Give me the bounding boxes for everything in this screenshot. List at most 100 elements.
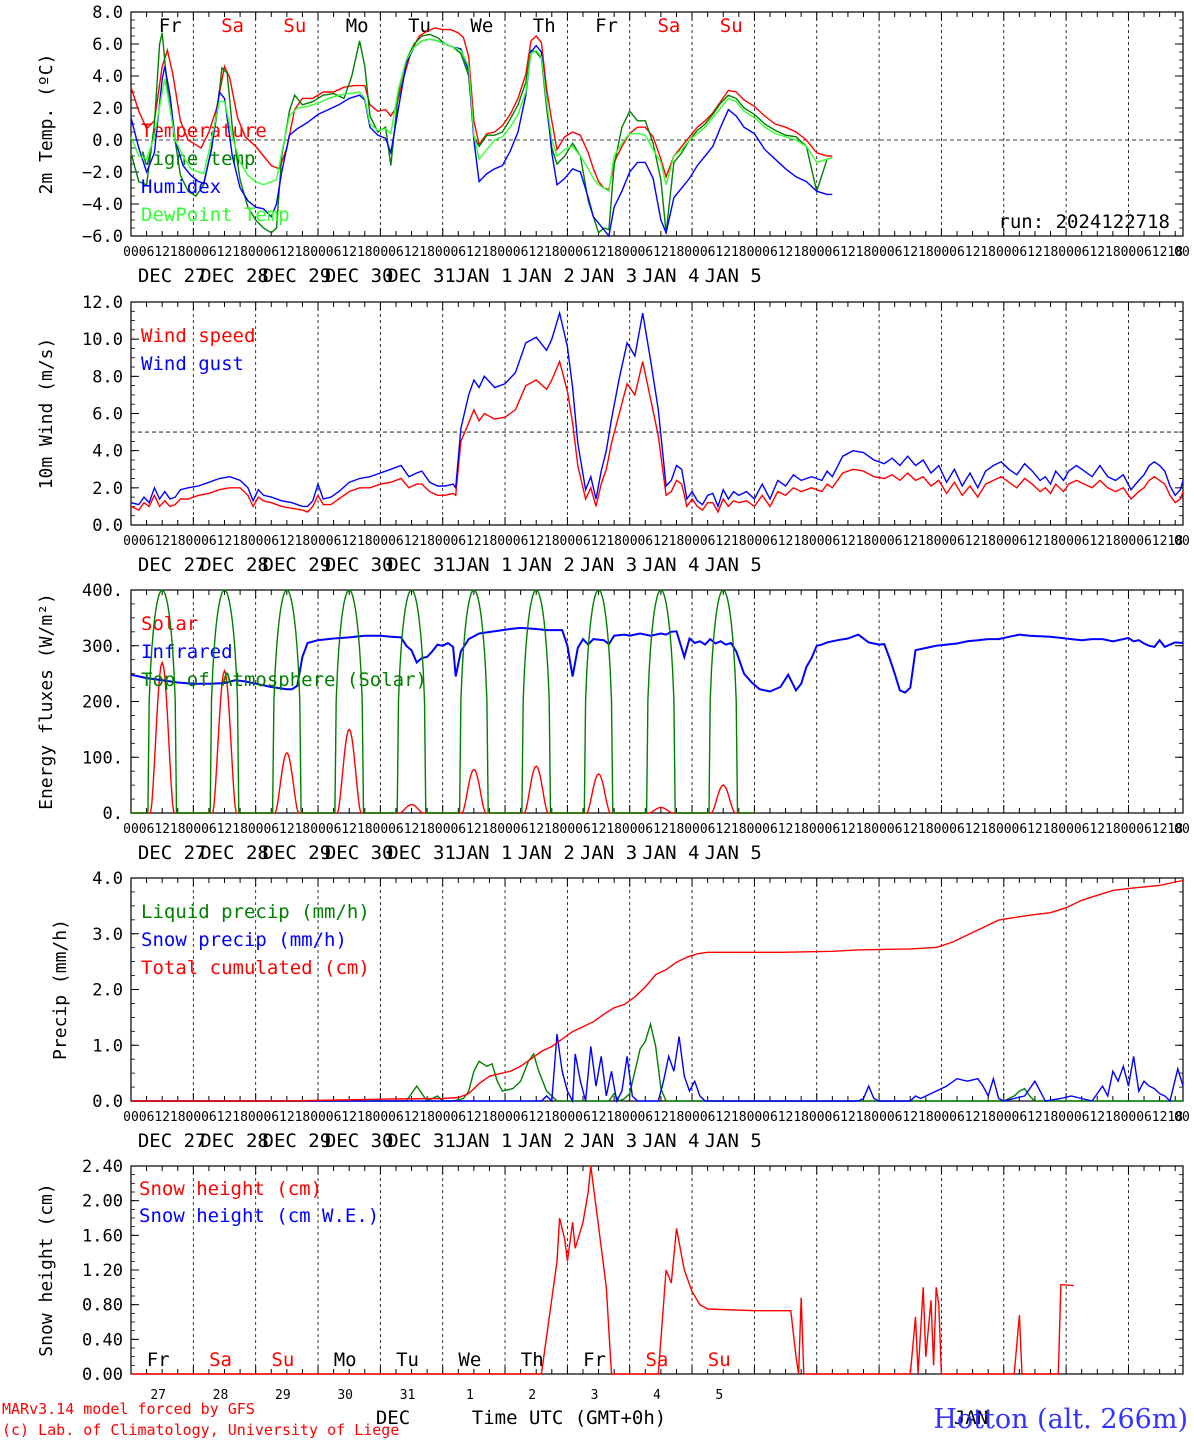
energy-hour-tick-label: 18	[1167, 822, 1183, 837]
wind-hour-tick-label: 18	[980, 534, 996, 549]
energy-y-tick-label: 300.	[82, 637, 123, 657]
precip-hour-tick-label: 00	[186, 1110, 202, 1125]
wind-hour-tick-label: 00	[996, 534, 1012, 549]
wind-hour-tick-label: 18	[856, 534, 872, 549]
temperature-hour-tick-label: 12	[1027, 245, 1043, 260]
wind-hour-tick-label: 00	[1121, 534, 1137, 549]
day-name-label: Sa	[657, 15, 680, 37]
precip-hour-tick-label: 12	[466, 1110, 482, 1125]
wind-hour-tick-label: 12	[341, 534, 357, 549]
temperature-hour-tick-label: 18	[856, 245, 872, 260]
energy-hour-tick-label: 12	[466, 822, 482, 837]
station-label: Hotton (alt. 266m)	[933, 1404, 1188, 1435]
precip-series-line	[131, 1034, 1184, 1104]
energy-hour-tick-label: 00	[622, 822, 638, 837]
temperature-hour-tick-label: 00	[1121, 245, 1137, 260]
precip-hour-tick-label: 12	[902, 1110, 918, 1125]
credit-text: (c) Lab. of Climatology, University of L…	[2, 1421, 399, 1439]
energy-hour-tick-label: 18	[918, 822, 934, 837]
precip-hour-tick-label: 18	[793, 1110, 809, 1125]
temperature-hour-tick-label: 18	[170, 245, 186, 260]
bottom-day-name: Su	[708, 1349, 731, 1371]
snow-y-tick-label: 2.40	[82, 1157, 123, 1177]
wind-hour-tick-label: 12	[653, 534, 669, 549]
precip-hour-tick-label: 00	[435, 1110, 451, 1125]
precip-y-tick-label: 4.0	[92, 869, 123, 889]
precip-hour-tick-label: 18	[232, 1110, 248, 1125]
temperature-hour-tick-label: 00	[1058, 245, 1074, 260]
energy-hour-tick-label: 18	[980, 822, 996, 837]
precip-hour-tick-label: 06	[450, 1110, 466, 1125]
energy-hour-tick-label: 18	[544, 822, 560, 837]
day-name-label: Fr	[595, 15, 618, 37]
temperature-hour-tick-label: 18	[232, 245, 248, 260]
energy-hour-tick-label: 12	[154, 822, 170, 837]
bottom-day-number: 28	[213, 1388, 229, 1403]
bottom-day-name: Sa	[645, 1349, 668, 1371]
precip-hour-tick-label: 00	[560, 1110, 576, 1125]
energy-y-tick-label: 0.	[103, 804, 123, 824]
energy-y-tick-label: 100.	[82, 748, 123, 768]
precip-hour-tick-label: 06	[575, 1110, 591, 1125]
temperature-hour-tick-label: 12	[279, 245, 295, 260]
wind-hour-tick-label: 18	[918, 534, 934, 549]
energy-hour-tick-label: 12	[528, 822, 544, 837]
precip-hour-tick-label: 12	[591, 1110, 607, 1125]
temperature-series-line	[130, 27, 833, 191]
precip-hour-tick-label: 18	[357, 1110, 373, 1125]
energy-hour-tick-label: 18	[1043, 822, 1059, 837]
precip-hour-tick-label: 12	[404, 1110, 420, 1125]
temperature-hour-tick-label: 12	[840, 245, 856, 260]
temperature-hour-tick-label: 12	[154, 245, 170, 260]
bottom-day-name: Tu	[396, 1349, 419, 1371]
energy-hour-tick-label: 00	[1121, 822, 1137, 837]
wind-hour-tick-label: 12	[591, 534, 607, 549]
temperature-hour-tick-label: 00	[373, 245, 389, 260]
energy-hour-tick-label: 18	[357, 822, 373, 837]
precip-hour-tick-label: 12	[840, 1110, 856, 1125]
energy-legend-entry: Infrared	[141, 641, 233, 663]
wind-hour-tick-label: 00	[684, 534, 700, 549]
wind-hour-tick-label: 12	[1089, 534, 1105, 549]
temperature-date-label: DEC 27	[138, 265, 207, 287]
precip-hour-tick-label: 06	[513, 1110, 529, 1125]
bottom-day-number: 2	[528, 1388, 536, 1403]
energy-hour-tick-label: 12	[1152, 822, 1168, 837]
wind-hour-tick-label: 12	[1027, 534, 1043, 549]
temperature-hour-tick-label: 18	[1167, 245, 1183, 260]
wind-y-tick-label: 10.0	[82, 330, 123, 350]
bottom-day-name: Fr	[147, 1349, 170, 1371]
energy-hour-tick-label: 18	[793, 822, 809, 837]
temperature-y-tick-label: −4.0	[82, 195, 123, 215]
temperature-legend-entry: DewPoint Temp	[141, 204, 290, 226]
wind-legend-entry: Wind speed	[141, 325, 255, 347]
temperature-date-label: JAN 3	[580, 265, 637, 287]
wind-hour-tick-label: 00	[123, 534, 139, 549]
temperature-hour-tick-label: 12	[528, 245, 544, 260]
wind-y-tick-label: 6.0	[92, 405, 123, 425]
wind-hour-tick-label: 00	[310, 534, 326, 549]
precip-date-label: DEC 30	[325, 1130, 394, 1152]
energy-hour-tick-label: 12	[715, 822, 731, 837]
energy-date-label: DEC 30	[325, 842, 394, 864]
precip-hour-tick-label: 18	[170, 1110, 186, 1125]
wind-hour-tick-label: 06	[575, 534, 591, 549]
temperature-y-tick-label: 8.0	[92, 3, 123, 23]
temperature-hour-tick-label: 00	[747, 245, 763, 260]
precip-hour-tick-label: 12	[154, 1110, 170, 1125]
temperature-hour-tick-label: 18	[669, 245, 685, 260]
wind-hour-tick-label: 06	[762, 534, 778, 549]
wind-hour-tick-label: 12	[965, 534, 981, 549]
wind-hour-tick-label: 12	[528, 534, 544, 549]
energy-plot-frame	[130, 589, 1184, 814]
wind-date-label: JAN 1	[455, 554, 512, 576]
bottom-day-names: Fr Sa Su Mo Tu We Th Fr Sa Su	[147, 1349, 731, 1371]
precip-hour-tick-label: 12	[1152, 1110, 1168, 1125]
wind-hour-tick-label: 00	[1058, 534, 1074, 549]
temperature-date-label: JAN 2	[518, 265, 575, 287]
snow-y-tick-label: 1.20	[82, 1261, 123, 1281]
temperature-hour-tick-label: 18	[731, 245, 747, 260]
temperature-hour-tick-label: 18	[606, 245, 622, 260]
temperature-y-tick-label: 4.0	[92, 67, 123, 87]
